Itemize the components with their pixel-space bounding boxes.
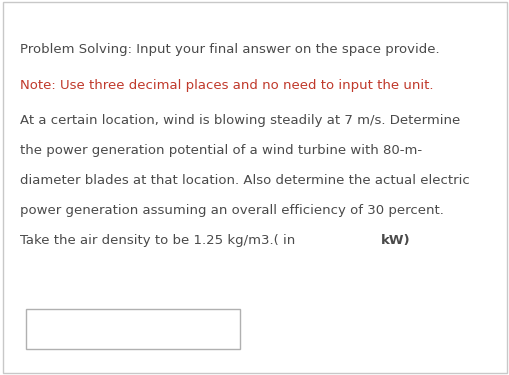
Text: Problem Solving: Input your final answer on the space provide.: Problem Solving: Input your final answer…	[20, 43, 439, 56]
Text: power generation assuming an overall efficiency of 30 percent.: power generation assuming an overall eff…	[20, 204, 443, 218]
Text: At a certain location, wind is blowing steadily at 7 m/s. Determine: At a certain location, wind is blowing s…	[20, 114, 460, 128]
Text: diameter blades at that location. Also determine the actual electric: diameter blades at that location. Also d…	[20, 174, 469, 188]
Text: Note: Use three decimal places and no need to input the unit.: Note: Use three decimal places and no ne…	[20, 79, 433, 92]
Text: the power generation potential of a wind turbine with 80-m-: the power generation potential of a wind…	[20, 144, 421, 158]
Text: Take the air density to be 1.25 kg/m3.( in: Take the air density to be 1.25 kg/m3.( …	[20, 234, 299, 248]
FancyBboxPatch shape	[25, 309, 239, 349]
Text: kW): kW)	[380, 234, 410, 248]
